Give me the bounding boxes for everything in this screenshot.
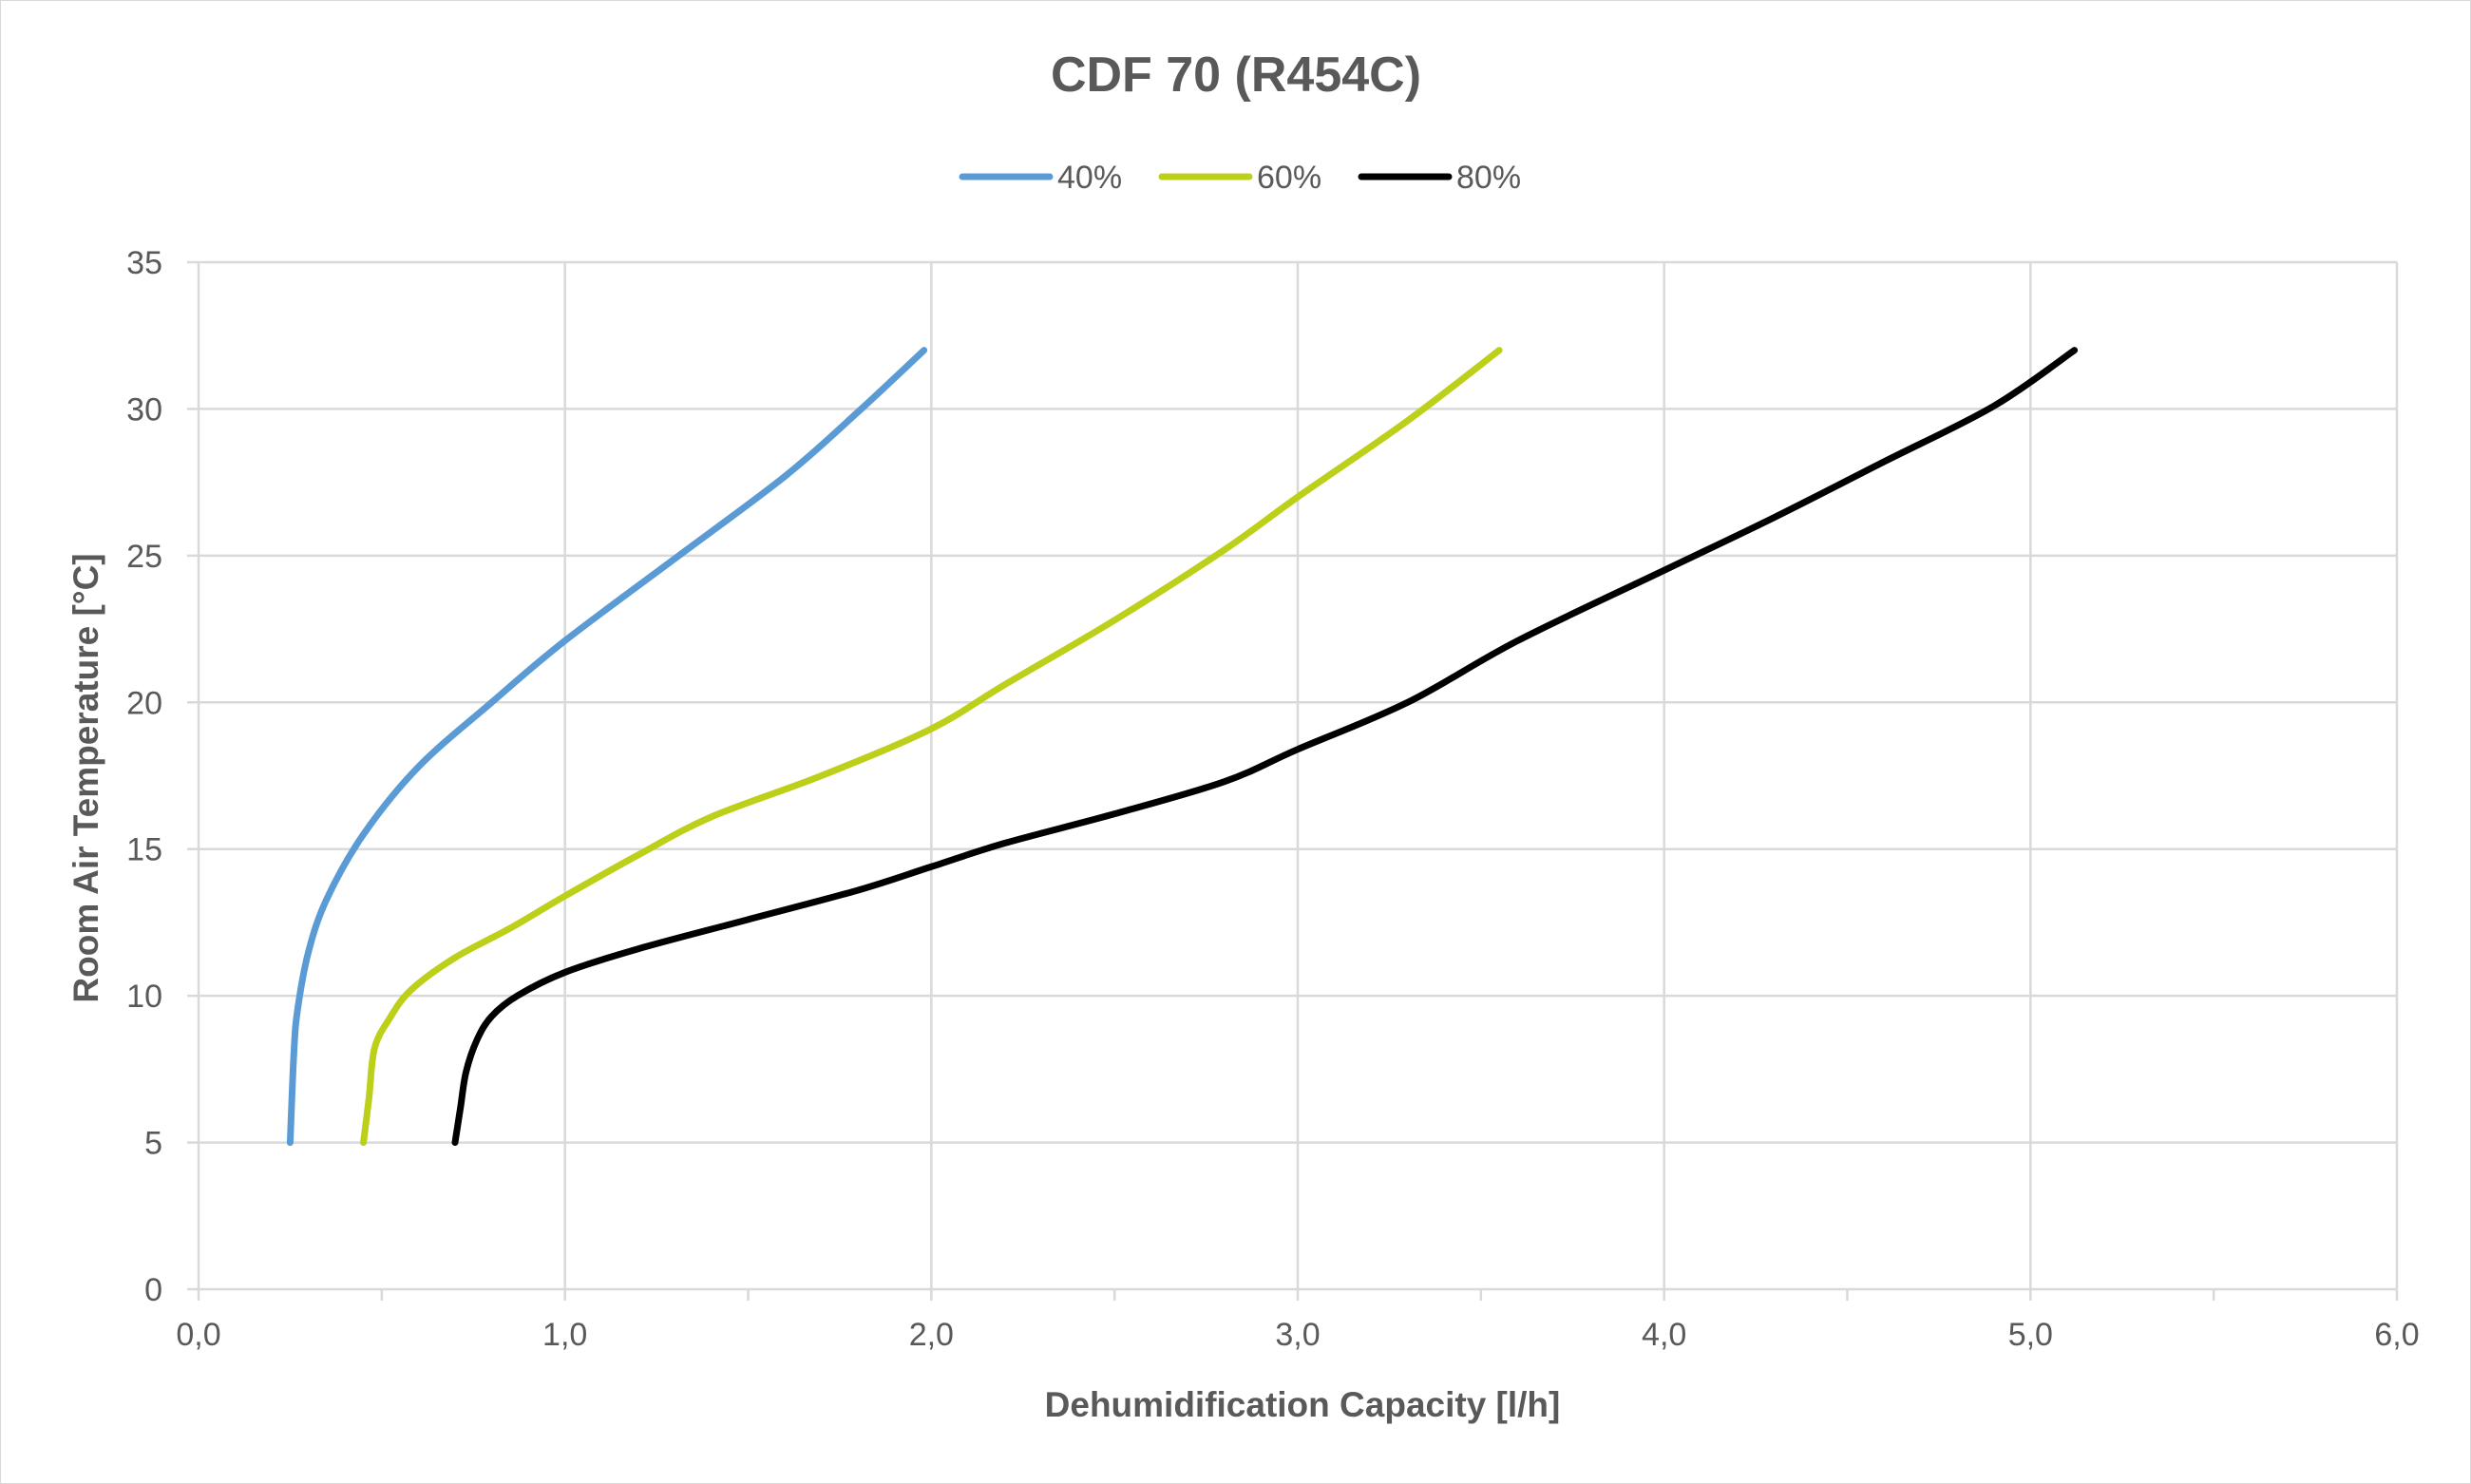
series-layer: [286, 347, 2079, 1147]
legend-label-2: 80%: [1456, 160, 1521, 196]
y-tick-label-0: 0: [144, 1272, 162, 1308]
y-tick-label-35: 35: [126, 245, 162, 281]
x-tick-label-1: 1,0: [542, 1317, 587, 1353]
legend: 40% 60% 80%: [959, 160, 1521, 196]
x-tick-label-0: 0,0: [176, 1317, 220, 1353]
legend-label-1: 60%: [1257, 160, 1321, 196]
chart-title: CDF 70 (R454C): [1051, 48, 1421, 103]
y-tick-label-15: 15: [126, 832, 162, 868]
y-axis-title: Room Air Temperature [°C]: [67, 553, 105, 1002]
tick-labels: 0 5 10 15 20 25 30 35 0,0 1,0 2,0 3,0 4,0 5,0 6,0: [126, 245, 2419, 1353]
x-axis-title: Dehumidification Capacity [l/h]: [1045, 1385, 1561, 1424]
series-line-1: [360, 347, 1503, 1147]
y-tick-label-10: 10: [126, 979, 162, 1015]
series-line-2: [451, 347, 2079, 1147]
legend-label-0: 40%: [1057, 160, 1122, 196]
gridlines: [199, 260, 2399, 1289]
x-tick-label-3: 3,0: [1275, 1317, 1320, 1353]
y-tick-label-30: 30: [126, 391, 162, 428]
y-tick-label-20: 20: [126, 685, 162, 721]
y-tick-label-25: 25: [126, 539, 162, 575]
x-tick-label-6: 6,0: [2374, 1317, 2419, 1353]
y-tick-label-5: 5: [144, 1126, 162, 1162]
x-tick-label-2: 2,0: [909, 1317, 954, 1353]
x-tick-label-4: 4,0: [1642, 1317, 1686, 1353]
x-tick-label-5: 5,0: [2008, 1317, 2053, 1353]
series-line-0: [286, 347, 928, 1147]
axes: [187, 260, 2399, 1301]
